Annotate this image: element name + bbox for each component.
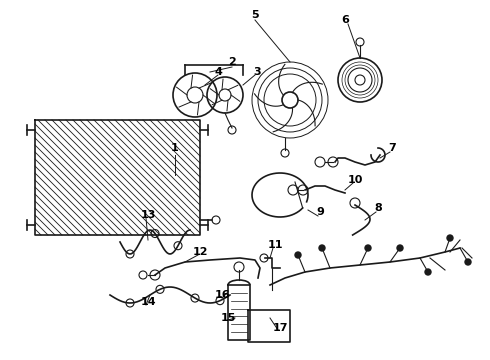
Text: 15: 15 xyxy=(220,313,236,323)
Circle shape xyxy=(365,245,371,251)
Text: 3: 3 xyxy=(253,67,261,77)
Text: 17: 17 xyxy=(272,323,288,333)
Text: 12: 12 xyxy=(192,247,208,257)
Text: 5: 5 xyxy=(251,10,259,20)
Text: 6: 6 xyxy=(341,15,349,25)
Text: 9: 9 xyxy=(316,207,324,217)
Text: 2: 2 xyxy=(228,57,236,67)
Circle shape xyxy=(397,245,403,251)
Circle shape xyxy=(465,259,471,265)
Text: 10: 10 xyxy=(347,175,363,185)
Text: 1: 1 xyxy=(171,143,179,153)
Text: 4: 4 xyxy=(214,67,222,77)
Text: 8: 8 xyxy=(374,203,382,213)
Circle shape xyxy=(447,235,453,241)
Circle shape xyxy=(319,245,325,251)
Text: 14: 14 xyxy=(140,297,156,307)
Text: 16: 16 xyxy=(214,290,230,300)
Text: 11: 11 xyxy=(267,240,283,250)
Circle shape xyxy=(295,252,301,258)
Circle shape xyxy=(425,269,431,275)
Text: 7: 7 xyxy=(388,143,396,153)
Text: 13: 13 xyxy=(140,210,156,220)
